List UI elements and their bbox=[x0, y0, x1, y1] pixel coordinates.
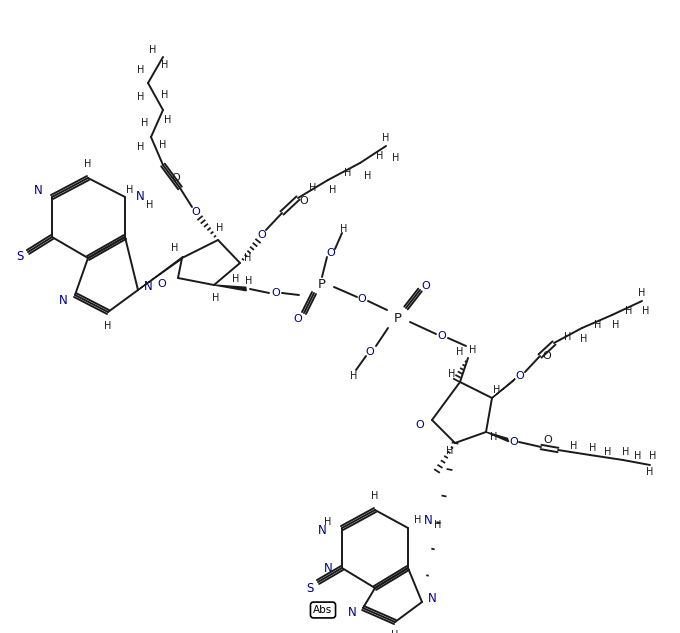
Text: H: H bbox=[324, 517, 332, 527]
Text: H: H bbox=[161, 90, 169, 100]
Text: O: O bbox=[366, 347, 375, 357]
Text: N: N bbox=[347, 606, 356, 618]
Text: P: P bbox=[394, 311, 402, 325]
Text: H: H bbox=[622, 447, 630, 457]
Text: O: O bbox=[543, 435, 552, 445]
Text: S: S bbox=[306, 582, 313, 594]
Text: H: H bbox=[126, 185, 134, 195]
Polygon shape bbox=[138, 256, 183, 290]
Text: H: H bbox=[392, 153, 400, 163]
Text: N: N bbox=[143, 280, 152, 292]
Text: H: H bbox=[626, 306, 632, 316]
Text: H: H bbox=[643, 306, 649, 316]
Text: H: H bbox=[137, 92, 145, 102]
Polygon shape bbox=[492, 379, 515, 398]
Text: H: H bbox=[571, 441, 578, 451]
Text: O: O bbox=[422, 281, 430, 291]
Text: H: H bbox=[104, 321, 112, 331]
Text: H: H bbox=[216, 223, 224, 233]
Text: H: H bbox=[344, 168, 352, 178]
Text: H: H bbox=[244, 253, 252, 263]
Text: H: H bbox=[161, 60, 169, 70]
Text: H: H bbox=[391, 630, 398, 633]
Text: H: H bbox=[329, 185, 337, 195]
Text: H: H bbox=[340, 224, 347, 234]
Text: H: H bbox=[382, 133, 390, 143]
Text: H: H bbox=[309, 183, 317, 193]
Text: N: N bbox=[58, 294, 67, 306]
Text: H: H bbox=[634, 451, 642, 461]
Text: H: H bbox=[564, 332, 572, 342]
Text: H: H bbox=[150, 45, 156, 55]
Text: H: H bbox=[612, 320, 619, 330]
Text: N: N bbox=[424, 513, 432, 527]
Text: S: S bbox=[16, 251, 24, 263]
Text: H: H bbox=[159, 140, 167, 150]
Text: H: H bbox=[490, 432, 498, 442]
Text: O: O bbox=[326, 248, 335, 258]
Text: P: P bbox=[318, 279, 326, 292]
Text: H: H bbox=[212, 293, 220, 303]
Text: H: H bbox=[245, 276, 253, 286]
Polygon shape bbox=[486, 432, 509, 442]
Text: H: H bbox=[646, 467, 653, 477]
Text: H: H bbox=[364, 171, 372, 181]
Text: H: H bbox=[371, 491, 379, 501]
Text: O: O bbox=[509, 437, 518, 447]
Text: O: O bbox=[294, 314, 303, 324]
Text: H: H bbox=[605, 447, 612, 457]
Text: H: H bbox=[165, 115, 171, 125]
Text: N: N bbox=[318, 523, 326, 537]
Text: H: H bbox=[493, 385, 500, 395]
Text: H: H bbox=[376, 151, 384, 161]
Text: O: O bbox=[543, 351, 551, 361]
Text: N: N bbox=[324, 561, 333, 575]
Text: H: H bbox=[141, 118, 149, 128]
Text: O: O bbox=[300, 196, 308, 206]
Text: H: H bbox=[448, 369, 456, 379]
Text: N: N bbox=[428, 591, 437, 605]
Text: O: O bbox=[415, 420, 424, 430]
Text: H: H bbox=[435, 520, 442, 530]
Text: O: O bbox=[358, 294, 367, 304]
Text: H: H bbox=[414, 515, 422, 525]
Text: H: H bbox=[456, 347, 464, 357]
Text: H: H bbox=[137, 65, 145, 75]
Text: Abs: Abs bbox=[313, 605, 333, 615]
Text: H: H bbox=[594, 320, 602, 330]
Text: H: H bbox=[146, 200, 154, 210]
Text: O: O bbox=[171, 173, 180, 183]
Text: O: O bbox=[515, 371, 524, 381]
Text: O: O bbox=[438, 331, 446, 341]
Text: H: H bbox=[171, 243, 179, 253]
Text: O: O bbox=[158, 279, 167, 289]
Text: H: H bbox=[469, 345, 477, 355]
Text: H: H bbox=[233, 274, 239, 284]
Polygon shape bbox=[214, 285, 246, 291]
Text: H: H bbox=[639, 288, 646, 298]
Text: H: H bbox=[137, 142, 145, 152]
Text: N: N bbox=[135, 191, 144, 203]
Text: H: H bbox=[590, 443, 596, 453]
Text: O: O bbox=[258, 230, 267, 240]
Text: H: H bbox=[580, 334, 588, 344]
Text: Abs: Abs bbox=[313, 605, 333, 615]
Text: O: O bbox=[271, 288, 280, 298]
Text: N: N bbox=[33, 184, 42, 196]
Text: H: H bbox=[84, 159, 92, 169]
Text: H: H bbox=[350, 371, 358, 381]
Text: H: H bbox=[649, 451, 657, 461]
Text: O: O bbox=[192, 207, 201, 217]
Text: H: H bbox=[446, 446, 454, 456]
